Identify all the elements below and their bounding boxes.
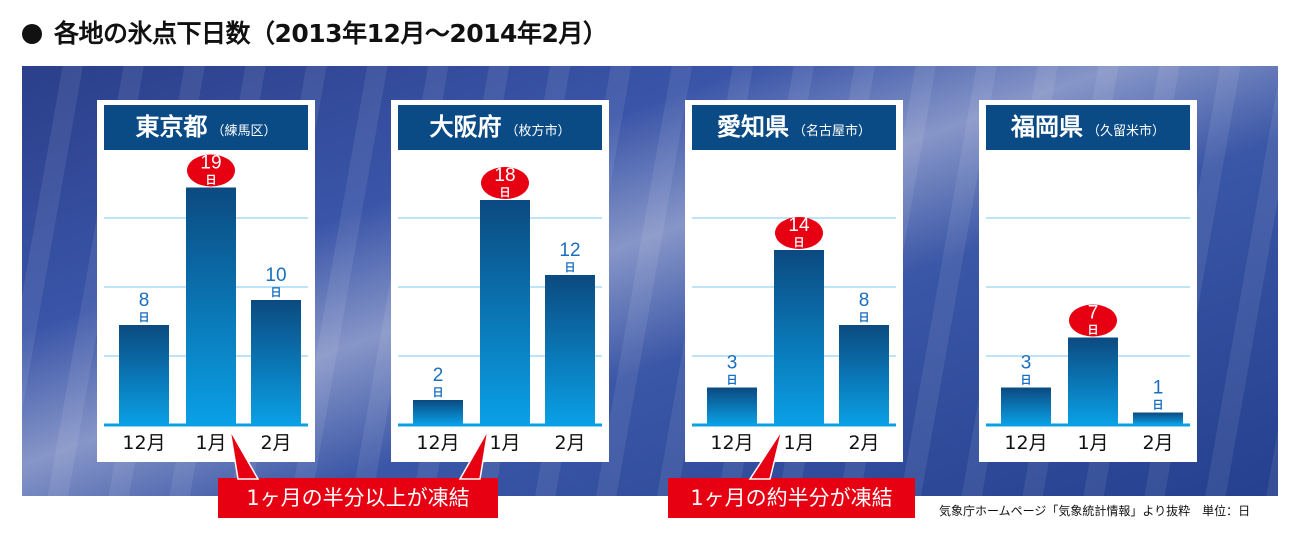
panel-3: 福岡県 （久留米市） 3 日 12月 7 日 1月 1 日 2月 <box>979 100 1197 462</box>
unit-label: 日 <box>794 236 805 249</box>
category-label: 1月 <box>1077 432 1108 454</box>
panel-0: 東京都 （練馬区） 8 日 12月 19 日 1月 10 日 2月 <box>97 100 315 462</box>
pointer-aichi <box>748 429 783 480</box>
bar-1月 <box>1068 337 1118 425</box>
title-text: 各地の氷点下日数（2013年12月〜2014年2月） <box>54 19 608 48</box>
bar-2月 <box>1133 412 1183 425</box>
unit-label: 日 <box>565 261 576 274</box>
highlight-badge <box>481 167 529 199</box>
bullet-icon <box>22 24 42 44</box>
value-label: 19 <box>200 153 221 174</box>
bar-1月 <box>480 200 530 425</box>
unit-label: 日 <box>1153 399 1164 412</box>
panel-header: 東京都 （練馬区） <box>104 105 308 150</box>
highlight-badge <box>1069 304 1117 337</box>
category-label: 1月 <box>195 432 226 454</box>
bar-1月 <box>774 250 824 425</box>
unit-label: 日 <box>206 174 217 187</box>
chart-title: 各地の氷点下日数（2013年12月〜2014年2月） <box>22 14 608 50</box>
category-label: 12月 <box>416 432 459 454</box>
pointer-tokyo <box>229 429 260 480</box>
value-label: 8 <box>859 290 870 311</box>
value-label: 12 <box>559 240 580 261</box>
value-label: 18 <box>494 165 515 186</box>
category-label: 1月 <box>783 432 814 454</box>
panel-header: 愛知県 （名古屋市） <box>692 105 896 150</box>
category-label: 2月 <box>1142 432 1173 454</box>
panel-header: 大阪府 （枚方市） <box>398 105 602 150</box>
highlight-badge <box>775 217 823 249</box>
value-label: 1 <box>1153 378 1164 399</box>
source-note: 気象庁ホームページ「気象統計情報」より抜粋 単位：日 <box>939 504 1251 518</box>
value-label: 3 <box>1021 353 1032 374</box>
city-name: （久留米市） <box>1086 124 1165 139</box>
unit-label: 日 <box>1088 324 1099 337</box>
panel-header: 福岡県 （久留米市） <box>986 105 1190 150</box>
bar-12月 <box>413 400 463 425</box>
highlight-badge <box>187 154 235 187</box>
panel-2: 愛知県 （名古屋市） 3 日 12月 14 日 1月 8 日 2月 <box>685 100 903 462</box>
unit-label: 日 <box>139 311 150 324</box>
unit-label: 日 <box>500 186 511 199</box>
unit-label: 日 <box>271 286 282 299</box>
value-label: 14 <box>788 215 810 236</box>
prefecture-name: 愛知県 <box>716 113 789 141</box>
value-label: 2 <box>433 365 444 386</box>
bar-1月 <box>186 187 236 425</box>
bar-2月 <box>839 325 889 425</box>
city-name: （枚方市） <box>505 124 571 139</box>
category-label: 1月 <box>489 432 520 454</box>
unit-label: 日 <box>1021 374 1032 387</box>
category-label: 12月 <box>122 432 165 454</box>
city-name: （名古屋市） <box>792 124 871 139</box>
callout-osaka-tokyo: 1ヶ月の半分以上が凍結 <box>218 478 498 518</box>
pointer-osaka <box>458 429 489 480</box>
prefecture-name: 東京都 <box>135 113 208 141</box>
unit-label: 日 <box>727 374 738 387</box>
category-label: 2月 <box>848 432 879 454</box>
unit-label: 日 <box>433 386 444 399</box>
category-label: 2月 <box>554 432 585 454</box>
bar-2月 <box>545 275 595 425</box>
bar-2月 <box>251 300 301 425</box>
prefecture-name: 福岡県 <box>1010 113 1083 141</box>
bar-12月 <box>119 325 169 425</box>
category-label: 12月 <box>1004 432 1047 454</box>
bar-12月 <box>707 387 757 425</box>
city-name: （練馬区） <box>211 124 277 139</box>
value-label: 8 <box>139 290 150 311</box>
callout-aichi: 1ヶ月の約半分が凍結 <box>668 478 915 518</box>
value-label: 3 <box>727 353 738 374</box>
bar-12月 <box>1001 387 1051 425</box>
prefecture-name: 大阪府 <box>429 113 502 141</box>
category-label: 12月 <box>710 432 753 454</box>
unit-label: 日 <box>859 311 870 324</box>
category-label: 2月 <box>260 432 291 454</box>
panel-1: 大阪府 （枚方市） 2 日 12月 18 日 1月 12 日 2月 <box>391 100 609 462</box>
value-label: 7 <box>1088 303 1099 324</box>
value-label: 10 <box>265 265 286 286</box>
